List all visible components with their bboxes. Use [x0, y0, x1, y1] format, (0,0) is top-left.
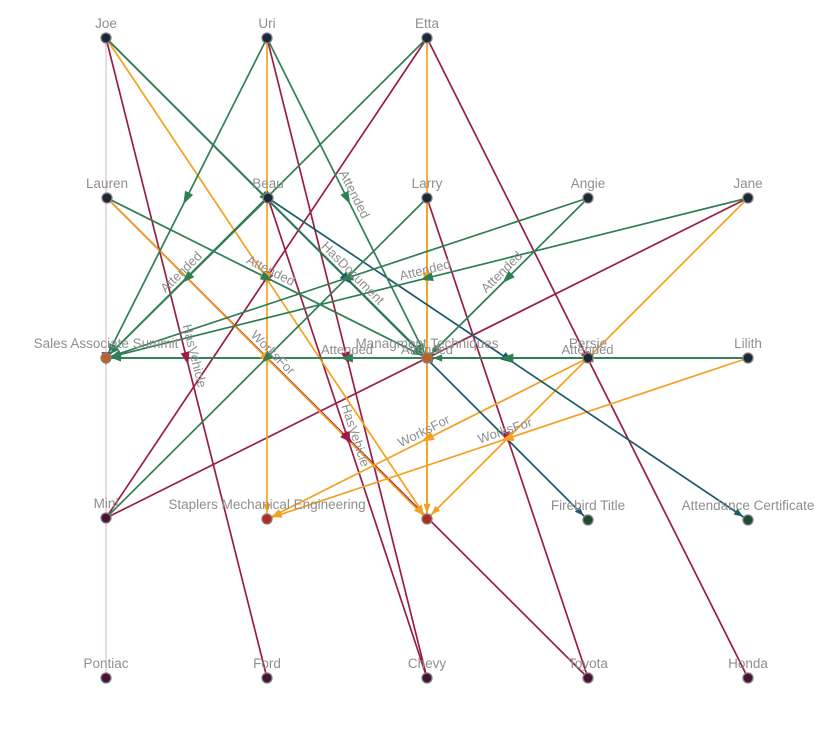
arrowhead-icon [431, 505, 441, 515]
edge-label-joe-firebird: HasDocument [319, 239, 388, 308]
arrowhead-icon [339, 353, 353, 363]
arrowhead-icon [110, 344, 120, 354]
edge-label-lauren-company2: WorksFor [248, 327, 299, 378]
node-label-joe: Joe [95, 16, 117, 31]
nodes-layer [100, 32, 754, 684]
edge-arrows-layer [101, 190, 743, 518]
node-label-larry: Larry [412, 176, 443, 191]
node-labels-layer: Joe Uri Etta Lauren Beau Larry Angie Jane Sales … [34, 16, 815, 671]
node-label-lilith: Lilith [734, 336, 762, 351]
arrowhead-icon [340, 190, 351, 205]
node-label-mt: Managment Techniques [355, 336, 498, 351]
node-label-honda: Honda [728, 656, 768, 671]
node-label-chevy: Chevy [408, 656, 447, 671]
node-label-lauren: Lauren [86, 176, 128, 191]
node-label-sme: Staplers Mechanical Engineering [168, 497, 365, 512]
arrowhead-icon [261, 350, 274, 363]
node-chevy[interactable] [421, 672, 433, 684]
node-label-toyota: Toyota [568, 656, 608, 671]
node-label-mini: Mini [94, 496, 119, 511]
arrowhead-icon [183, 190, 194, 205]
arrowhead-icon [500, 432, 515, 441]
node-company2[interactable] [421, 513, 433, 525]
arrowhead-icon [412, 348, 422, 356]
node-label-persie: Persie [569, 336, 607, 351]
arrowhead-icon [272, 510, 283, 518]
node-lauren[interactable] [101, 192, 113, 204]
arrowhead-icon [423, 503, 431, 513]
node-sme[interactable] [261, 513, 273, 525]
node-label-sas: Sales Associate Summit [34, 336, 179, 351]
node-joe[interactable] [100, 32, 112, 44]
arrowhead-icon [420, 272, 434, 281]
node-mini[interactable] [100, 512, 112, 524]
node-toyota[interactable] [582, 672, 594, 684]
node-label-uri: Uri [258, 16, 275, 31]
arrowhead-icon [112, 354, 121, 362]
node-pontiac[interactable] [100, 672, 112, 684]
arrowhead-icon [500, 353, 514, 363]
node-etta[interactable] [421, 32, 433, 44]
arrowhead-icon [181, 270, 195, 283]
node-sas[interactable] [100, 352, 112, 364]
node-angie[interactable] [582, 192, 594, 204]
arrowhead-icon [259, 271, 274, 282]
node-label-attcert: Attendance Certificate [682, 498, 815, 513]
node-label-pontiac: Pontiac [83, 656, 128, 671]
arrowhead-icon [413, 344, 423, 354]
arrowhead-icon [502, 270, 515, 283]
node-beau[interactable] [262, 192, 274, 204]
arrowhead-icon [180, 351, 190, 365]
arrowhead-icon [413, 505, 423, 515]
edge-label-angie-mt: Attended [478, 248, 526, 295]
arrowhead-icon [421, 431, 435, 442]
node-label-angie: Angie [571, 176, 606, 191]
node-label-firebird: Firebird Title [551, 498, 625, 513]
arrowhead-icon [574, 506, 584, 516]
arrowhead-icon [433, 354, 443, 362]
node-persie[interactable] [582, 352, 594, 364]
node-jane[interactable] [742, 192, 754, 204]
node-firebird[interactable] [582, 514, 594, 526]
node-label-beau: Beau [252, 176, 284, 191]
node-label-etta: Etta [415, 16, 440, 31]
node-label-jane: Jane [733, 176, 762, 191]
node-attcert[interactable] [742, 514, 754, 526]
arrowhead-icon [431, 344, 441, 354]
arrowhead-icon [263, 503, 271, 513]
node-larry[interactable] [421, 192, 433, 204]
node-uri[interactable] [261, 32, 273, 44]
node-mt[interactable] [421, 352, 433, 364]
node-lilith[interactable] [742, 352, 754, 364]
arrowhead-icon [340, 430, 353, 444]
node-honda[interactable] [742, 672, 754, 684]
edge-label-lilith-mt: Attended [561, 342, 613, 357]
arrowhead-icon [340, 271, 354, 281]
node-ford[interactable] [261, 672, 273, 684]
edge-label-persie-sas: Attended [321, 342, 373, 357]
node-label-ford: Ford [253, 656, 281, 671]
arrowhead-icon [733, 508, 743, 517]
edge-label-lilith-sas: Attended [401, 342, 453, 357]
